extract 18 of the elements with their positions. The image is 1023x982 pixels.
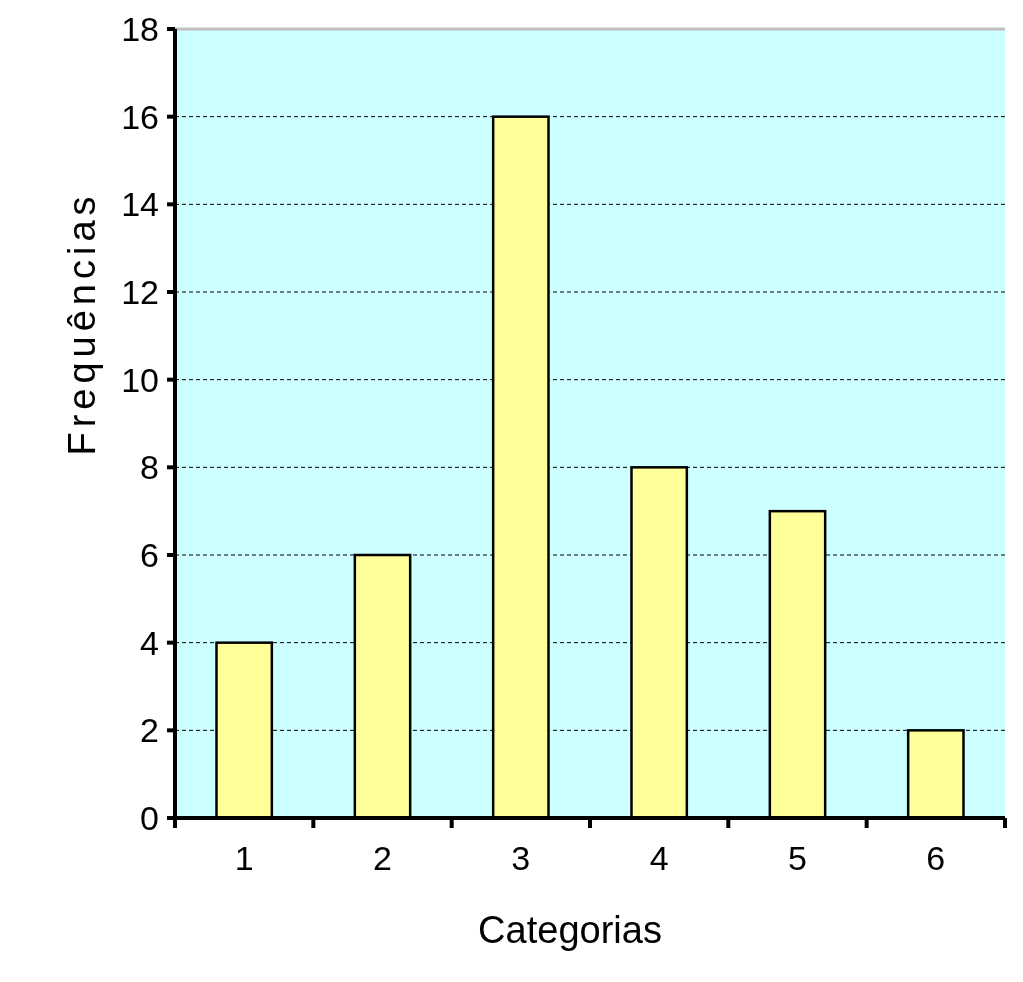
y-tick-label: 2 — [140, 711, 159, 750]
y-tick-label: 16 — [121, 97, 159, 136]
y-tick-label: 4 — [140, 623, 159, 662]
y-tick-label: 6 — [140, 535, 159, 574]
x-tick-label: 4 — [649, 839, 669, 877]
y-tick-label: 8 — [140, 448, 159, 487]
y-tick-label: 18 — [121, 9, 159, 48]
x-tick-label: 1 — [234, 839, 254, 877]
x-tick-label: 3 — [511, 839, 531, 877]
y-tick-label: 12 — [121, 272, 159, 311]
x-axis-title: Categorias — [478, 909, 662, 951]
x-tick-label: 6 — [926, 839, 946, 877]
y-tick-label: 0 — [140, 798, 159, 837]
y-tick-label: 14 — [121, 185, 159, 224]
y-axis-title: Frequências — [61, 191, 103, 456]
y-tick-label: 10 — [121, 360, 159, 399]
x-tick-label: 5 — [788, 839, 807, 877]
x-tick-label: 2 — [373, 839, 392, 877]
